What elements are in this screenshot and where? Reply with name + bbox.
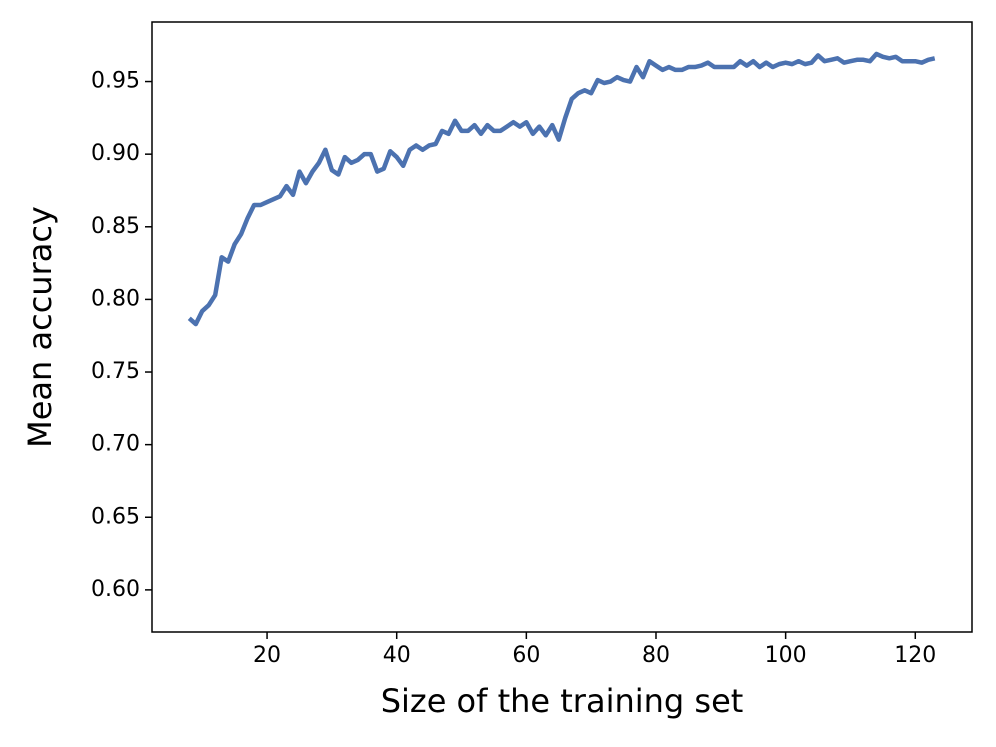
y-tick-label: 0.95 xyxy=(91,69,140,94)
y-tick-label: 0.75 xyxy=(91,359,140,384)
y-tick-label: 0.70 xyxy=(91,432,140,457)
y-tick-label: 0.85 xyxy=(91,214,140,239)
x-axis-label: Size of the training set xyxy=(381,682,744,720)
x-tick-label: 20 xyxy=(253,643,281,668)
y-tick-label: 0.65 xyxy=(91,504,140,529)
data-line xyxy=(187,51,936,327)
x-tick-label: 60 xyxy=(512,643,540,668)
plot-frame xyxy=(151,21,973,633)
y-tick-label: 0.80 xyxy=(91,286,140,311)
y-tick-label: 0.60 xyxy=(91,577,140,602)
x-tick-label: 80 xyxy=(642,643,670,668)
y-axis-label: Mean accuracy xyxy=(21,206,59,448)
x-tick-label: 100 xyxy=(765,643,807,668)
x-tick-label: 40 xyxy=(383,643,411,668)
y-tick-label: 0.90 xyxy=(91,141,140,166)
x-tick-label: 120 xyxy=(894,643,936,668)
